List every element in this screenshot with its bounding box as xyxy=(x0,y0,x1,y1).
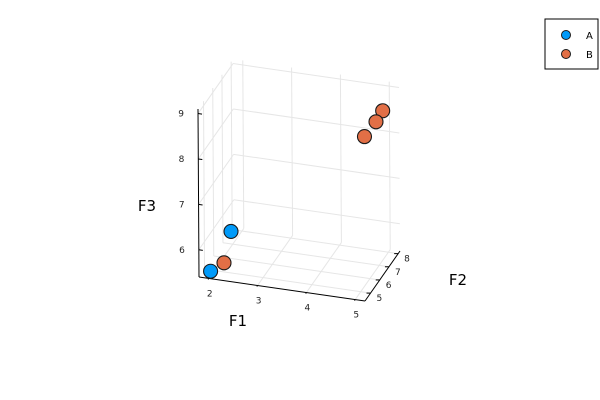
data-point-B xyxy=(368,114,384,130)
grid-line xyxy=(233,199,400,225)
x-axis-line xyxy=(198,276,366,302)
legend-label: A xyxy=(586,31,593,42)
grid-line xyxy=(197,108,234,160)
grid-line xyxy=(339,74,342,243)
y-tick-label: 7 xyxy=(395,268,401,278)
data-point-B xyxy=(356,129,373,145)
grid-line xyxy=(230,61,233,230)
z-tick-mark xyxy=(197,113,203,115)
x-tick-mark xyxy=(305,292,307,294)
z-tick-mark xyxy=(198,158,203,161)
grid-line xyxy=(197,63,234,114)
grid-line xyxy=(212,87,215,256)
x-tick-label: 2 xyxy=(207,289,213,299)
y-axis-line xyxy=(364,250,401,302)
data-point-A xyxy=(223,223,239,239)
z-tick-label: 8 xyxy=(179,155,185,165)
grid-line xyxy=(221,74,224,243)
grid-line xyxy=(232,229,399,255)
data-point-B xyxy=(375,103,391,119)
y-tick-label: 8 xyxy=(404,255,410,265)
data-points xyxy=(203,103,391,279)
legend-box xyxy=(544,18,599,70)
x-axis-title: F1 xyxy=(229,312,247,330)
grid-line xyxy=(213,255,380,281)
grid-line xyxy=(198,199,235,251)
z-tick-mark xyxy=(198,249,203,251)
grid-line xyxy=(232,63,400,89)
grid-line xyxy=(204,268,371,294)
grid-line xyxy=(222,242,390,268)
z-tick-label: 7 xyxy=(179,200,185,210)
grid-line xyxy=(233,153,400,179)
y-tick-label: 5 xyxy=(377,294,383,304)
z-tick-label: 6 xyxy=(179,246,185,256)
z-tick-label: 9 xyxy=(178,110,184,120)
grid-line xyxy=(388,81,391,250)
z-tick-mark xyxy=(198,203,203,206)
data-point-B xyxy=(216,255,232,271)
legend-marker xyxy=(561,30,571,40)
z-axis-title: F3 xyxy=(138,197,156,215)
y-axis-title: F2 xyxy=(449,271,467,289)
x-tick-label: 3 xyxy=(256,296,262,306)
legend: AB xyxy=(544,18,599,70)
grid-line xyxy=(233,108,400,134)
data-point-A xyxy=(203,263,219,279)
grid-lines xyxy=(197,60,400,300)
x-tick-label: 4 xyxy=(305,304,311,314)
z-axis-line xyxy=(197,108,200,278)
legend-label: B xyxy=(586,50,593,61)
x-tick-mark xyxy=(354,299,356,301)
grid-line xyxy=(203,101,206,270)
x-tick-label: 5 xyxy=(353,311,359,321)
axes xyxy=(197,108,401,302)
x-tick-mark xyxy=(207,278,210,280)
grid-line xyxy=(291,67,294,236)
x-tick-mark xyxy=(256,285,258,287)
grid-line xyxy=(198,154,234,205)
legend-marker xyxy=(561,49,571,59)
y-tick-label: 6 xyxy=(386,281,392,291)
grid-line xyxy=(242,60,245,229)
